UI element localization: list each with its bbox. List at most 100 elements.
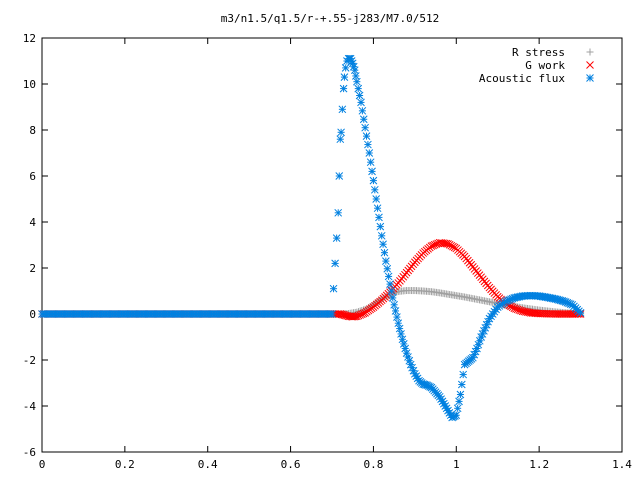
marker-stroke [449, 242, 457, 251]
marker-stroke [586, 61, 594, 69]
y-tick-label: 10 [23, 78, 36, 91]
marker-stroke [380, 248, 389, 257]
marker-stroke [350, 312, 358, 321]
data-point [555, 310, 564, 318]
marker-stroke [441, 402, 450, 410]
marker-stroke [401, 344, 410, 353]
marker-stroke [512, 304, 520, 313]
marker-stroke [405, 356, 414, 365]
data-point [452, 411, 461, 420]
marker-stroke [561, 310, 569, 318]
data-point [368, 167, 376, 176]
marker-stroke [351, 312, 360, 321]
data-point [397, 330, 405, 338]
marker-stroke [548, 310, 556, 318]
data-point [339, 84, 348, 93]
legend-marker [586, 61, 594, 69]
data-point [398, 335, 407, 344]
marker-stroke [402, 349, 411, 357]
series-g-work [38, 238, 585, 321]
data-point [457, 380, 466, 389]
marker-stroke [338, 105, 347, 114]
marker-stroke [348, 59, 357, 68]
marker-stroke [457, 380, 466, 389]
data-point [335, 172, 344, 180]
data-point [459, 370, 468, 379]
marker-stroke [563, 298, 572, 307]
data-point [334, 208, 343, 217]
data-point [355, 91, 364, 100]
marker-stroke [560, 297, 568, 306]
data-point [382, 257, 390, 265]
marker-stroke [361, 123, 369, 132]
marker-stroke [562, 310, 571, 318]
marker-stroke [337, 310, 346, 319]
data-point [328, 310, 336, 318]
legend-marker [586, 74, 594, 82]
marker-stroke [337, 128, 345, 137]
marker-stroke [329, 284, 338, 293]
data-point [369, 176, 378, 185]
data-point [366, 158, 375, 167]
data-point [377, 231, 386, 240]
x-tick-label: 1.2 [529, 458, 549, 471]
marker-stroke [377, 231, 386, 240]
data-point [357, 98, 365, 107]
data-point [370, 185, 379, 194]
data-point [340, 73, 349, 81]
marker-stroke [559, 310, 567, 318]
y-tick-label: 12 [23, 32, 36, 45]
data-point [362, 132, 371, 140]
marker-stroke [505, 301, 514, 310]
marker-stroke [565, 299, 573, 308]
x-tick-label: 0.6 [281, 458, 301, 471]
marker-stroke [551, 310, 560, 318]
marker-stroke [455, 397, 463, 406]
marker-stroke [453, 404, 462, 413]
x-tick-label: 0 [39, 458, 46, 471]
marker-stroke [369, 176, 378, 185]
marker-stroke [442, 404, 451, 413]
marker-stroke [435, 392, 444, 401]
y-tick-label: 0 [29, 308, 36, 321]
marker-stroke [557, 310, 566, 318]
marker-stroke [336, 310, 345, 318]
data-point [353, 77, 361, 86]
marker-stroke [354, 84, 363, 93]
marker-stroke [586, 74, 594, 82]
marker-stroke [341, 64, 350, 72]
y-tick-label: -4 [23, 400, 37, 413]
data-point [373, 204, 382, 213]
y-tick-label: 6 [29, 170, 36, 183]
data-point [557, 310, 566, 318]
marker-stroke [336, 135, 345, 144]
marker-stroke [357, 98, 365, 107]
y-tick-label: -6 [23, 446, 36, 459]
marker-stroke [372, 195, 381, 203]
y-axis: -6 -4 -2 0 2 4 6 8 10 12 [23, 32, 622, 459]
data-point [384, 272, 393, 281]
x-tick-label: 0.4 [198, 458, 218, 471]
data-point [387, 287, 396, 295]
data-point [372, 195, 381, 203]
marker-stroke [444, 239, 452, 248]
data-point [379, 240, 387, 249]
data-point [358, 106, 367, 115]
data-point [338, 105, 347, 114]
marker-stroke [456, 390, 465, 399]
x-tick-label: 1 [453, 458, 460, 471]
marker-stroke [362, 132, 371, 140]
marker-stroke [375, 213, 383, 222]
data-point [337, 128, 345, 137]
y-tick-label: 4 [29, 216, 36, 229]
marker-stroke [379, 240, 387, 249]
data-point [350, 312, 358, 321]
marker-stroke [507, 302, 515, 311]
data-point [336, 135, 345, 144]
chart-title: m3/n1.5/q1.5/r-+.55-j283/M7.0/512 [221, 12, 440, 25]
marker-stroke [447, 241, 456, 250]
marker-stroke [508, 303, 517, 312]
marker-stroke [365, 149, 374, 157]
marker-stroke [445, 409, 454, 417]
y-tick-label: 8 [29, 124, 36, 137]
